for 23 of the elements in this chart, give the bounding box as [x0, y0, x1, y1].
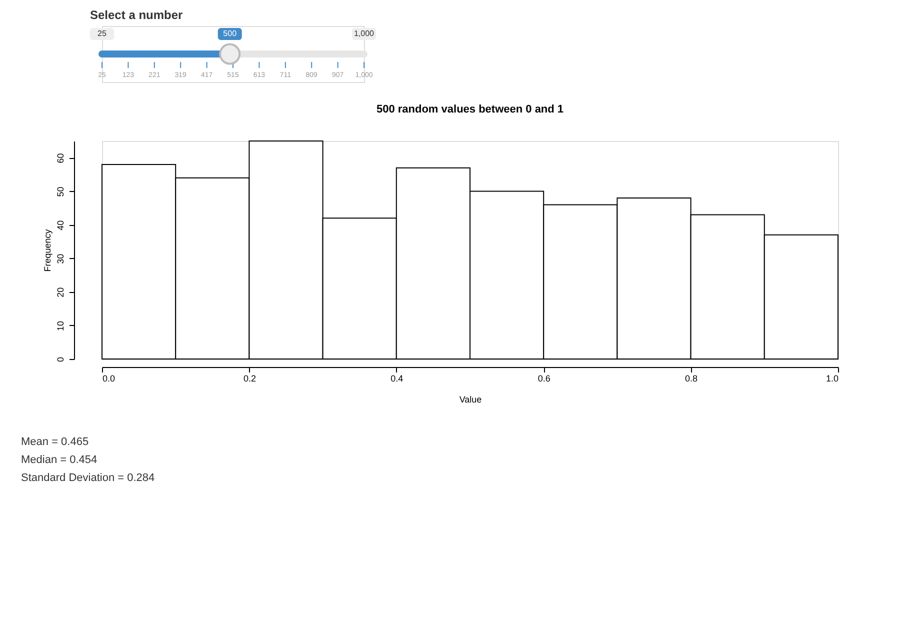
text: 25 [98, 29, 107, 38]
x-tick-label: 1.0 [826, 374, 838, 384]
text: Mean = 0.465 [21, 436, 89, 448]
text: 1,000 [354, 29, 375, 38]
text: 500 [223, 29, 238, 38]
y-tick-label: 30 [56, 254, 66, 264]
x-tick-label: 0.4 [390, 374, 404, 384]
y-tick-label: 20 [56, 287, 66, 298]
y-tick-label: 40 [56, 220, 66, 230]
y-tick-label: 50 [56, 186, 66, 197]
x-axis-title: Value [459, 394, 482, 404]
x-tick-label: 0.6 [538, 374, 550, 384]
text: Standard Deviation = 0.284 [21, 472, 155, 484]
y-axis-title: Frequency [42, 228, 52, 272]
y-tick-label: 60 [56, 153, 66, 164]
x-tick-label: 0.0 [102, 374, 116, 384]
chart-title: 500 random values between 0 and 1 [376, 104, 564, 116]
y-tick-label: 0 [56, 356, 66, 362]
x-tick-label: 0.2 [243, 374, 256, 384]
x-tick-label: 0.8 [685, 374, 698, 384]
text: Median = 0.454 [21, 454, 98, 466]
text: Select a number [90, 8, 184, 22]
y-tick-label: 10 [56, 320, 66, 331]
